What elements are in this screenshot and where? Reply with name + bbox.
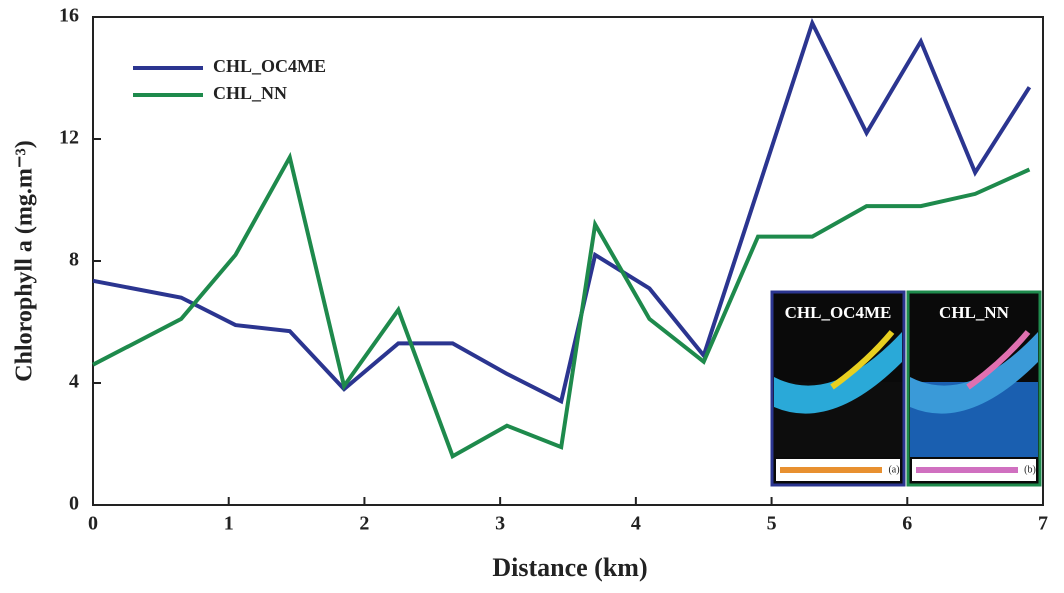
y-tick-label: 0 [69, 493, 79, 515]
x-tick-label: 4 [631, 513, 641, 535]
x-tick-label: 2 [359, 513, 369, 535]
inset-title: CHL_NN [939, 303, 1010, 322]
x-tick-label: 6 [902, 513, 912, 535]
y-tick-label: 16 [59, 5, 79, 27]
inset-tag: (a) [888, 464, 899, 475]
y-tick-label: 4 [69, 371, 79, 393]
chart: Distance (km) Chlorophyll a (mg.m⁻³) 012… [0, 0, 1064, 588]
inset-tag: (b) [1024, 464, 1036, 475]
y-tick-label: 12 [59, 127, 79, 149]
x-tick-label: 7 [1038, 513, 1048, 535]
x-tick-label: 0 [88, 513, 98, 535]
y-tick-label: 8 [69, 249, 79, 271]
x-tick-label: 5 [767, 513, 777, 535]
inset-colorbar-ramp [916, 467, 1018, 473]
legend-label: CHL_OC4ME [213, 56, 326, 76]
inset-colorbar-ramp [780, 467, 882, 473]
legend-label: CHL_NN [213, 83, 287, 103]
inset-title: CHL_OC4ME [785, 303, 892, 322]
y-axis-label: Chlorophyll a (mg.m⁻³) [12, 140, 38, 381]
x-axis-label: Distance (km) [492, 553, 647, 582]
x-tick-label: 3 [495, 513, 505, 535]
x-tick-label: 1 [224, 513, 234, 535]
